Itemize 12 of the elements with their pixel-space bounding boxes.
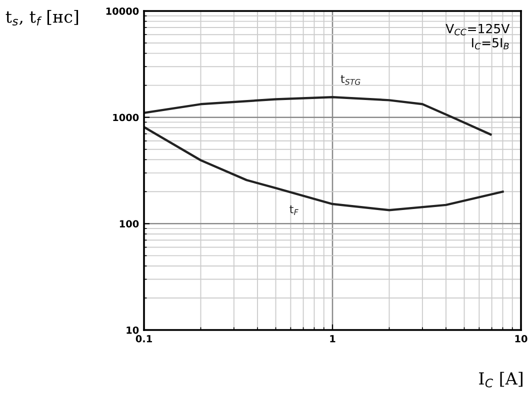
x-tick-label: 0.1 [136,335,152,342]
y-tick-label: 10000 [106,7,139,15]
y-tick-label: 10 [126,326,139,334]
x-tick-label: 1 [330,335,336,342]
x-tick-label: 10 [515,335,528,342]
y-axis-title: t$_{s}$, t$_{f}$ [нс] [6,10,78,26]
series-label: t$_{STG}$ [340,75,360,85]
y-tick-label: 100 [120,220,139,228]
y-tick-label: 1000 [113,114,139,122]
series-label: t$_{F}$ [290,205,298,215]
annotation: V$_{CC}$=125V I$_{C}$=5I$_{B}$ [446,24,510,50]
x-axis-title: I$_{C}$ [A] [479,372,522,388]
